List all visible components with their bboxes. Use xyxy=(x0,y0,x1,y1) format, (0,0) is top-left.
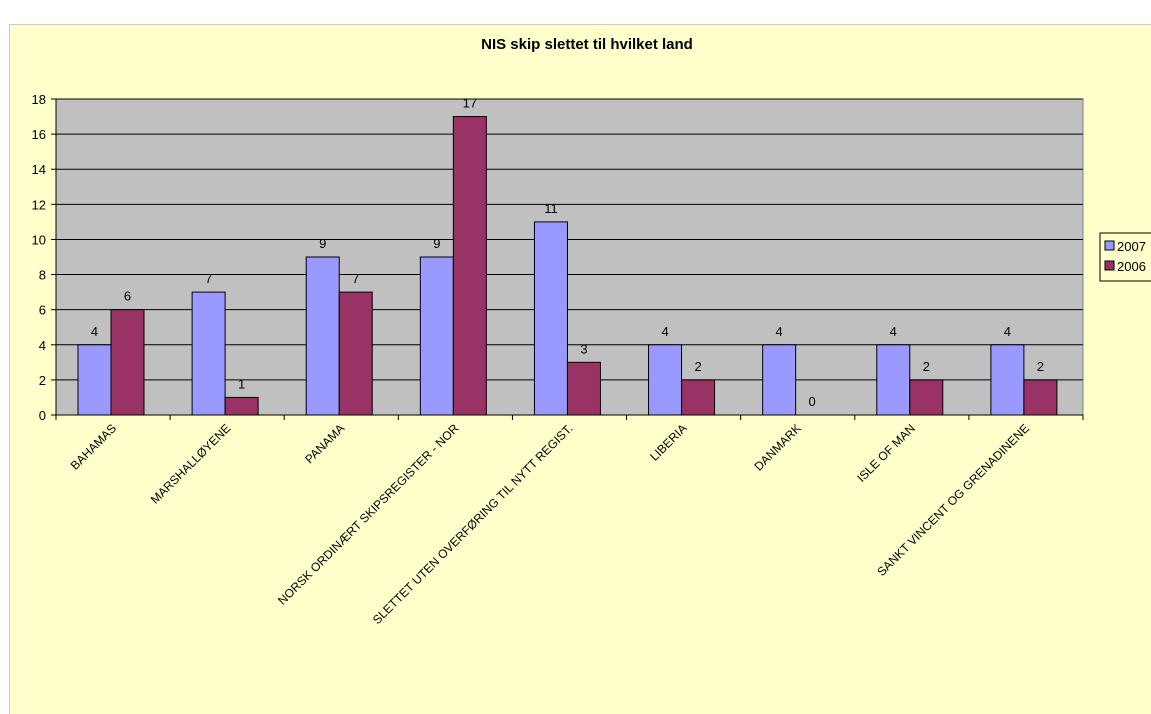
data-label: 7 xyxy=(352,271,359,286)
bar-2007 xyxy=(77,344,112,416)
category-label: BAHAMAS xyxy=(68,421,119,472)
chart-title: NIS skip slettet til hvilket land xyxy=(481,36,693,53)
top-strip xyxy=(0,0,1151,24)
bar-2007 xyxy=(191,291,226,416)
y-tick-label: 16 xyxy=(32,127,46,142)
data-label: 11 xyxy=(544,201,558,216)
data-label: 2 xyxy=(694,359,701,374)
data-label: 0 xyxy=(809,394,816,409)
bar-2006 xyxy=(338,291,373,416)
y-tick-label: 4 xyxy=(39,338,46,353)
category-label: MARSHALLØYENE xyxy=(148,421,233,506)
data-label: 4 xyxy=(890,324,897,339)
bar-2006 xyxy=(1023,379,1058,416)
legend-label: 2007 xyxy=(1117,239,1146,254)
data-label: 4 xyxy=(91,324,98,339)
bar-2006 xyxy=(681,379,716,416)
legend-swatch-2007 xyxy=(1104,240,1115,251)
legend: 2007 2006 xyxy=(1099,232,1151,282)
bar-2006 xyxy=(909,379,944,416)
bar-2007 xyxy=(990,344,1025,416)
category-label: SLETTET UTEN OVERFØRING TIL NYTT REGIST. xyxy=(370,421,576,627)
y-tick-label: 12 xyxy=(32,197,46,212)
data-label: 1 xyxy=(238,376,245,391)
y-tick-label: 6 xyxy=(39,303,46,318)
category-label: LIBERIA xyxy=(647,421,689,463)
data-label: 2 xyxy=(923,359,930,374)
bar-2007 xyxy=(876,344,911,416)
y-tick-label: 2 xyxy=(39,373,46,388)
bar-2006 xyxy=(566,361,601,416)
data-label: 3 xyxy=(580,341,587,356)
category-label: NORSK ORDINÆRT SKIPSREGISTER - NOR xyxy=(275,421,462,608)
y-tick-label: 8 xyxy=(39,268,46,283)
category-label: ISLE OF MAN xyxy=(854,421,918,485)
category-label: PANAMA xyxy=(302,421,347,466)
data-label: 6 xyxy=(124,289,131,304)
bar-2007 xyxy=(419,256,454,416)
data-label: 7 xyxy=(205,271,212,286)
bar-2006 xyxy=(224,396,259,416)
data-label: 4 xyxy=(661,324,668,339)
data-label: 9 xyxy=(433,236,440,251)
legend-swatch-2006 xyxy=(1104,260,1115,271)
bar-2007 xyxy=(533,221,568,416)
data-label: 4 xyxy=(1004,324,1011,339)
y-tick-label: 10 xyxy=(32,232,46,247)
bar-2006 xyxy=(110,309,145,416)
y-tick-label: 14 xyxy=(32,162,46,177)
data-label: 2 xyxy=(1037,359,1044,374)
category-label: DANMARK xyxy=(751,421,803,473)
bar-2007 xyxy=(762,344,797,416)
y-tick-label: 18 xyxy=(32,92,46,107)
bar-2007 xyxy=(648,344,683,416)
bar-2007 xyxy=(305,256,340,416)
legend-label: 2006 xyxy=(1117,259,1146,274)
data-label: 17 xyxy=(463,96,477,111)
plot-area: 0 2 4 6 8 10 12 14 16 18 4 6 BAHAMAS 7 1 MARSHALLØYENE 9… xyxy=(32,92,1084,627)
bar-2006 xyxy=(452,116,487,416)
y-tick-label: 0 xyxy=(39,408,46,423)
data-label: 9 xyxy=(319,236,326,251)
data-label: 4 xyxy=(776,324,783,339)
